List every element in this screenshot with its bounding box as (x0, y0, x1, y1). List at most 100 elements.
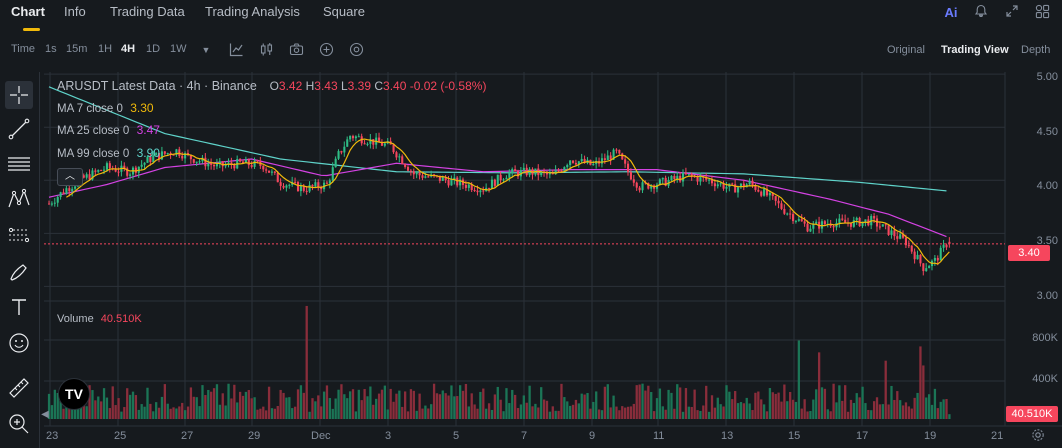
brush-icon[interactable] (5, 257, 33, 285)
volume-bar (716, 397, 719, 419)
volume-bar (108, 408, 111, 419)
view-trading-view[interactable]: Trading View (941, 44, 1009, 56)
candle-body (812, 223, 815, 229)
trendline-icon[interactable] (5, 115, 33, 143)
volume-bar (904, 402, 908, 419)
tab-info[interactable]: Info (64, 4, 86, 19)
ma7-line (66, 138, 950, 265)
text-icon[interactable] (5, 293, 33, 321)
candle-body (716, 184, 719, 187)
scroll-left-icon[interactable]: ◀ (41, 409, 49, 420)
emoji-icon[interactable] (5, 329, 33, 357)
add-circle-icon[interactable] (318, 42, 334, 58)
tab-trading-data[interactable]: Trading Data (110, 4, 185, 19)
candle-body (893, 230, 896, 237)
volume-bar (855, 393, 858, 419)
interval-1h[interactable]: 1H (98, 43, 113, 55)
tab-trading-analysis[interactable]: Trading Analysis (205, 4, 300, 19)
interval-1s[interactable]: 1s (45, 43, 57, 55)
gear-icon[interactable] (1030, 428, 1046, 444)
tradingview-logo[interactable]: TV (58, 378, 90, 410)
candle-body (62, 192, 65, 194)
candles-icon[interactable] (258, 42, 274, 58)
candle-body (340, 151, 343, 153)
candle-body (100, 170, 103, 172)
candle-body (328, 180, 331, 184)
candle-body (797, 219, 800, 221)
volume-bar (852, 402, 856, 419)
ruler-icon[interactable] (5, 374, 33, 402)
candle-body (172, 154, 175, 156)
volume-bar (713, 407, 717, 419)
candle-body (201, 157, 204, 162)
volume-bar (603, 386, 607, 419)
pattern-icon[interactable] (5, 185, 33, 213)
volume-bar (832, 383, 835, 419)
expand-icon[interactable] (1003, 4, 1021, 22)
candle-body (852, 220, 855, 227)
crosshair-icon[interactable] (5, 81, 33, 109)
date-axis-label: 25 (114, 430, 127, 442)
candle-body (737, 187, 740, 193)
volume-bar (401, 406, 404, 419)
volume-bar (395, 393, 398, 419)
candle-body (670, 175, 673, 181)
volume-bar (227, 383, 230, 419)
volume-bar (858, 397, 861, 419)
volume-bar (493, 394, 497, 419)
fib-icon[interactable] (5, 221, 33, 249)
interval-1w[interactable]: 1W (170, 43, 187, 55)
view-original[interactable]: Original (887, 44, 925, 56)
settings-circle-icon[interactable] (348, 42, 364, 58)
zoom-in-icon[interactable] (5, 410, 33, 438)
tab-square[interactable]: Square (323, 4, 365, 19)
interval-1d[interactable]: 1D (146, 43, 161, 55)
candle-body (233, 165, 236, 169)
chevron-down-icon[interactable]: ▼ (201, 45, 211, 55)
interval-4h[interactable]: 4H (121, 43, 136, 55)
volume-bar (192, 396, 195, 419)
volume-bar (739, 402, 743, 419)
volume-bar (508, 403, 511, 419)
volume-bar (221, 393, 224, 419)
volume-bar (253, 397, 256, 419)
chevron-up-icon[interactable]: ︿ (57, 168, 83, 186)
camera-icon[interactable] (288, 42, 304, 58)
candle-body (574, 162, 577, 165)
candle-body (488, 187, 491, 189)
candle-body (592, 164, 595, 166)
interval-15m[interactable]: 15m (66, 43, 88, 55)
candle-body (181, 155, 184, 159)
volume-bar (907, 406, 911, 419)
horizontal-lines-icon[interactable] (5, 150, 33, 178)
candle-body (809, 228, 812, 232)
candle-body (612, 149, 615, 160)
volume-bar (670, 392, 673, 419)
volume-bar (760, 399, 763, 419)
candle-body (178, 149, 181, 156)
time-label[interactable]: Time (11, 43, 36, 55)
candle-body (902, 234, 905, 238)
volume-bar (580, 393, 583, 419)
candle-body (406, 166, 410, 171)
volume-bar (302, 392, 305, 419)
volume-bar (783, 384, 786, 419)
volume-bar (511, 389, 514, 419)
candle-body (354, 136, 357, 139)
volume-bar (233, 384, 236, 419)
candle-body (48, 203, 51, 205)
view-depth[interactable]: Depth (1021, 44, 1051, 56)
grid-icon[interactable] (1033, 4, 1051, 22)
ai-icon[interactable]: Ai (944, 5, 958, 20)
candle-body (641, 182, 644, 191)
tab-chart[interactable]: Chart (11, 4, 45, 19)
volume-bar (435, 393, 439, 419)
candle-body (583, 158, 586, 163)
bell-icon[interactable] (972, 4, 990, 22)
volume-bar (679, 387, 682, 419)
indicators-icon[interactable] (228, 42, 244, 58)
ma99-path (48, 86, 947, 192)
volume-bar (195, 397, 198, 419)
volume-bar (519, 404, 523, 419)
